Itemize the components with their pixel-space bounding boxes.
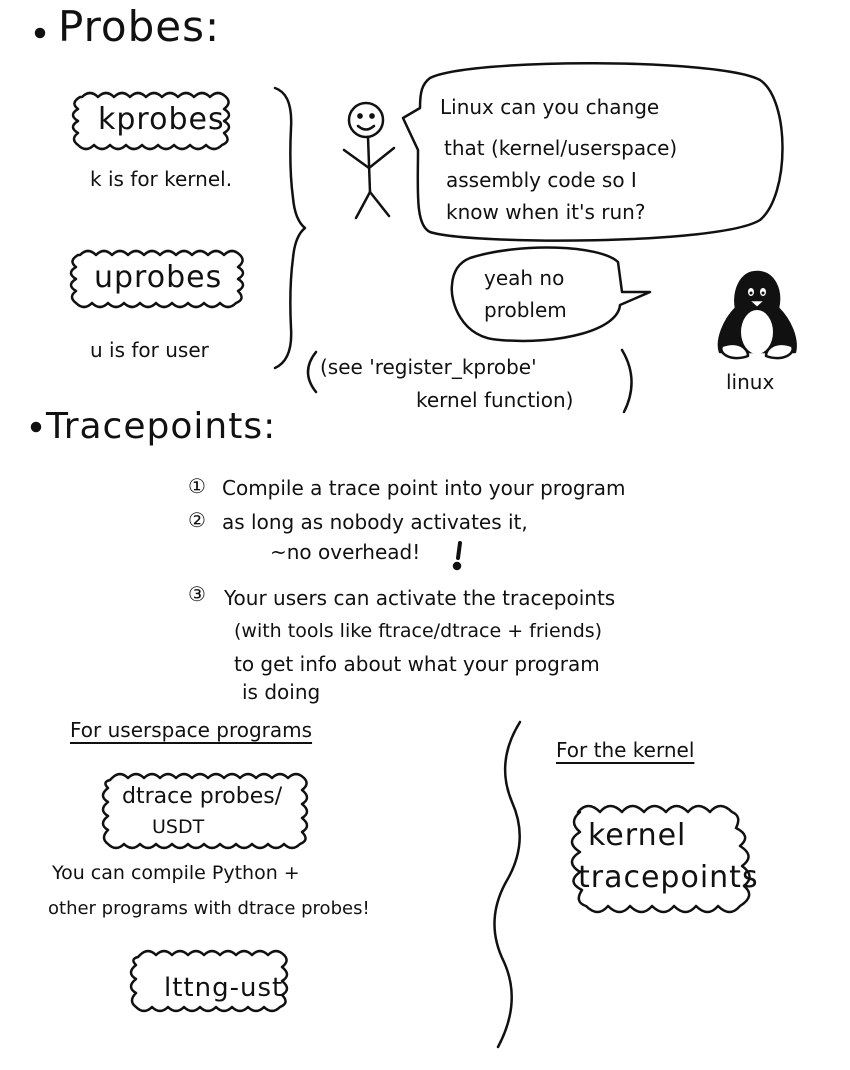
person-bubble-line: know when it's run?: [446, 200, 646, 224]
dtrace-cloud: [101, 772, 309, 850]
step-number: ③: [188, 582, 206, 606]
person-bubble-line: assembly code so I: [446, 168, 637, 192]
step-text: Your users can activate the tracepoints: [224, 586, 616, 610]
person-bubble-line: that (kernel/userspace): [444, 136, 678, 160]
step-extra: to get info about what your program: [234, 652, 600, 676]
kernel-heading: For the kernel: [556, 738, 695, 762]
lttng-label: lttng-ust: [164, 973, 284, 1003]
userspace-heading: For userspace programs: [70, 718, 313, 742]
uprobes-cloud: [69, 249, 245, 309]
uprobes-note: u is for user: [90, 338, 209, 362]
person-bubble-line: Linux can you change: [440, 95, 660, 119]
dtrace-box-line: dtrace probes/: [122, 784, 283, 809]
kernel-box-line: kernel: [588, 818, 687, 853]
linux-bubble-line: problem: [484, 298, 567, 322]
step-number: ②: [188, 508, 206, 532]
userspace-note-line: other programs with dtrace probes!: [48, 898, 370, 919]
probes-heading: Probes:: [58, 2, 221, 51]
uprobes-label: uprobes: [94, 260, 223, 295]
see-note-line: (see 'register_kprobe': [320, 355, 537, 379]
kernel-box-line: tracepoints: [578, 860, 759, 895]
bullet-dot: [30, 421, 42, 433]
step-number: ①: [188, 474, 206, 498]
userspace-note-line: You can compile Python +: [52, 862, 300, 884]
lttng-cloud: [129, 949, 289, 1013]
kprobes-cloud: [71, 91, 231, 151]
bullet-dot: [34, 27, 46, 39]
kprobes-note: k is for kernel.: [90, 167, 233, 191]
step-extra: ~no overhead!: [270, 540, 421, 564]
linux-bubble-line: yeah no: [484, 266, 565, 290]
stick-figure-icon: [342, 101, 396, 220]
step-text: Compile a trace point into your program: [222, 476, 626, 500]
linux-label: linux: [726, 370, 775, 394]
tracepoints-heading: Tracepoints:: [46, 406, 277, 447]
curly-brace: [273, 86, 307, 370]
step-extra: (with tools like ftrace/dtrace + friends…: [234, 620, 603, 642]
see-note-line: kernel function): [416, 388, 574, 412]
vertical-divider: [493, 720, 522, 1049]
paren-left: [306, 350, 318, 394]
paren-right: [620, 348, 633, 414]
linux-speech-bubble: [450, 246, 652, 343]
step-text: as long as nobody activates it,: [222, 510, 528, 534]
tux-penguin-icon: [717, 270, 797, 360]
kernel-tracepoints-cloud: [570, 804, 751, 914]
exclamation-mark: [456, 541, 462, 560]
person-speech-bubble: [401, 62, 784, 242]
kprobes-label: kprobes: [98, 102, 225, 137]
step-extra: is doing: [242, 680, 321, 704]
dtrace-box-line: USDT: [152, 816, 205, 838]
